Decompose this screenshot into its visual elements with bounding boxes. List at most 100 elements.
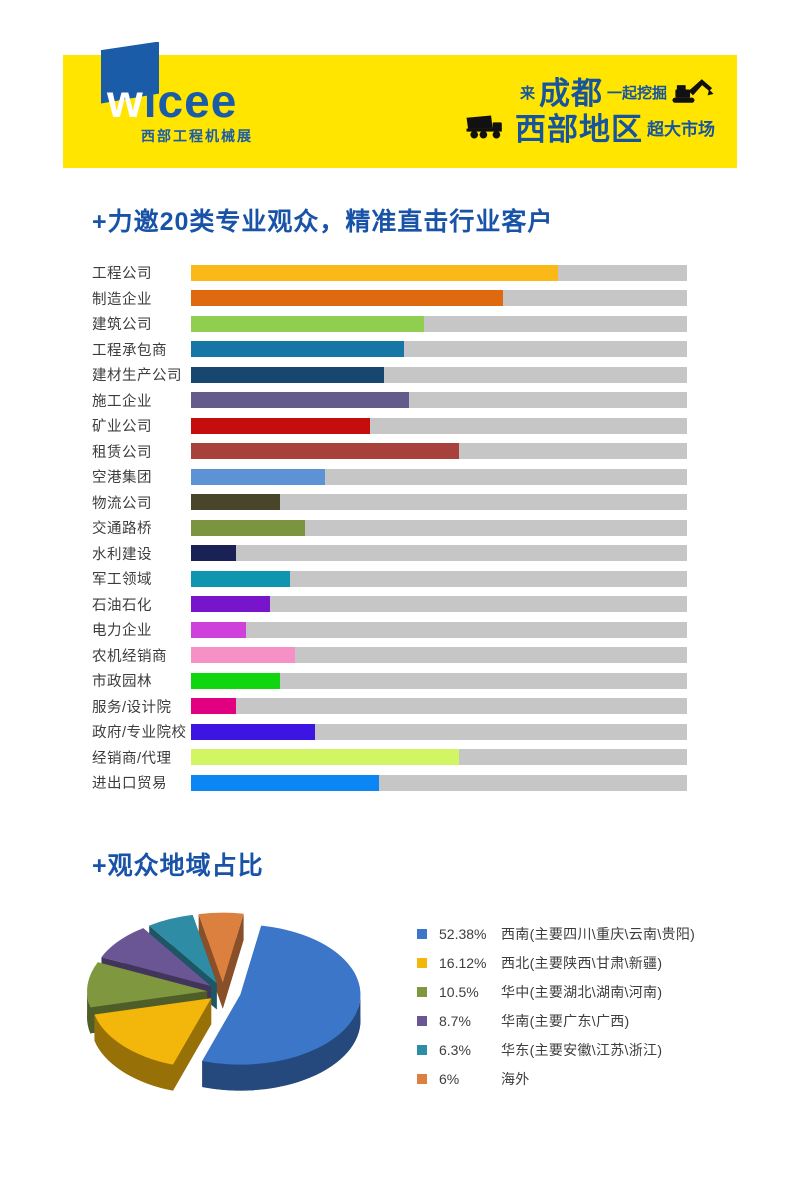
pie-legend: 52.38% 西南(主要四川\重庆\云南\贵阳) 16.12% 西北(主要陕西\甘肃\…	[417, 918, 695, 1098]
bar-row: 政府/专业院校	[92, 719, 687, 745]
bar-label: 租赁公司	[92, 444, 152, 461]
bar-label: 物流公司	[92, 495, 152, 512]
pie-slice-side	[94, 1014, 173, 1091]
bar-label: 石油石化	[92, 597, 152, 614]
bar-row: 电力企业	[92, 617, 687, 643]
bar-fill	[191, 290, 504, 307]
bar-fill	[191, 443, 459, 460]
tagline2-big: 西部地区	[515, 111, 643, 147]
legend-percent: 16.12%	[439, 955, 487, 971]
wicee-logo: wicee 西部工程机械展	[93, 41, 313, 146]
bar-fill	[191, 545, 236, 562]
bar-fill	[191, 264, 559, 281]
pie-chart	[63, 896, 403, 1121]
bar-track	[191, 264, 687, 281]
legend-item: 52.38% 西南(主要四川\重庆\云南\贵阳)	[417, 924, 695, 944]
legend-swatch	[417, 1045, 427, 1055]
bar-track	[191, 698, 687, 715]
pie-slice	[87, 961, 208, 1007]
bar-row: 农机经销商	[92, 643, 687, 669]
bar-track	[191, 545, 687, 562]
legend-label: 西北(主要陕西\甘肃\新疆)	[501, 955, 663, 971]
legend-swatch	[417, 958, 427, 968]
bar-track	[191, 315, 687, 332]
bar-label: 空港集团	[92, 470, 152, 487]
logo-letter-w: w	[107, 74, 144, 127]
pie-slice-side	[222, 913, 244, 1009]
logo-wordmark: wicee	[93, 78, 313, 124]
legend-item: 10.5% 华中(主要湖北\湖南\河南)	[417, 982, 695, 1002]
bar-fill	[191, 315, 425, 332]
pie-slice-side	[202, 994, 361, 1091]
region-pie-section: 52.38% 西南(主要四川\重庆\云南\贵阳) 16.12% 西北(主要陕西\甘肃\…	[63, 896, 737, 1121]
tagline-line1: 来 成都 一起挖掘	[465, 76, 715, 112]
bar-row: 工程承包商	[92, 337, 687, 363]
excavator-icon	[671, 76, 715, 111]
legend-swatch	[417, 1016, 427, 1026]
bar-track	[191, 443, 687, 460]
header-banner: wicee 西部工程机械展 来 成都 一起挖掘	[63, 41, 737, 168]
logo-subtitle: 西部工程机械展	[141, 127, 253, 144]
bar-track	[191, 341, 687, 358]
legend-percent: 52.38%	[439, 926, 487, 942]
bar-row: 制造企业	[92, 286, 687, 312]
section-title-audience: +力邀20类专业观众，精准直击行业客户	[92, 208, 554, 236]
bar-label: 矿业公司	[92, 419, 152, 436]
bar-row: 施工企业	[92, 388, 687, 414]
audience-bar-chart: 工程公司 制造企业 建筑公司 工程承包商 建材生产公司 施工企业 矿业公司 租赁公司 空港集团物…	[63, 260, 737, 796]
logo-letters-icee: icee	[143, 74, 238, 127]
bar-track	[191, 570, 687, 587]
section-title-region: +观众地域占比	[92, 851, 264, 880]
bar-fill	[191, 672, 281, 689]
bar-label: 服务/设计院	[92, 699, 172, 716]
legend-swatch	[417, 987, 427, 997]
page: wicee 西部工程机械展 来 成都 一起挖掘	[63, 0, 737, 1121]
bar-label: 军工领域	[92, 572, 152, 589]
bar-label: 政府/专业院校	[92, 725, 187, 742]
bar-fill	[191, 417, 370, 434]
tagline1-prefix: 来	[519, 85, 535, 103]
bar-track	[191, 774, 687, 791]
bar-row: 建材生产公司	[92, 362, 687, 388]
legend-item: 16.12% 西北(主要陕西\甘肃\新疆)	[417, 953, 695, 973]
tagline1-suffix: 一起挖掘	[606, 85, 667, 103]
bar-label: 交通路桥	[92, 521, 152, 538]
bar-track	[191, 621, 687, 638]
bar-track	[191, 468, 687, 485]
bar-fill	[191, 519, 306, 536]
bar-label: 工程承包商	[92, 342, 167, 359]
bar-row: 石油石化	[92, 592, 687, 618]
bar-row: 交通路桥	[92, 515, 687, 541]
bar-track	[191, 672, 687, 689]
bar-label: 施工企业	[92, 393, 152, 410]
bar-track	[191, 366, 687, 383]
bar-row: 市政园林	[92, 668, 687, 694]
bar-row: 服务/设计院	[92, 694, 687, 720]
legend-percent: 6.3%	[439, 1042, 471, 1058]
bar-row: 军工领域	[92, 566, 687, 592]
bar-row: 进出口贸易	[92, 770, 687, 796]
banner-tagline: 来 成都 一起挖掘	[465, 76, 715, 147]
bar-label: 水利建设	[92, 546, 152, 563]
bar-row: 矿业公司	[92, 413, 687, 439]
bar-label: 建筑公司	[92, 317, 152, 334]
bar-fill	[191, 698, 236, 715]
bar-label: 市政园林	[92, 674, 152, 691]
bar-track	[191, 290, 687, 307]
pie-slice	[101, 927, 211, 986]
legend-swatch	[417, 1074, 427, 1084]
legend-label: 华中(主要湖北\湖南\河南)	[501, 984, 663, 1000]
bar-fill	[191, 774, 380, 791]
bar-track	[191, 596, 687, 613]
bar-row: 建筑公司	[92, 311, 687, 337]
dump-truck-icon	[465, 113, 511, 146]
bar-fill	[191, 392, 410, 409]
tagline1-big: 成都	[538, 75, 603, 111]
bar-fill	[191, 647, 296, 664]
bar-fill	[191, 723, 315, 740]
pie-slice	[149, 914, 217, 983]
bar-label: 建材生产公司	[92, 368, 182, 385]
bar-row: 水利建设	[92, 541, 687, 567]
bar-track	[191, 392, 687, 409]
bar-fill	[191, 621, 246, 638]
